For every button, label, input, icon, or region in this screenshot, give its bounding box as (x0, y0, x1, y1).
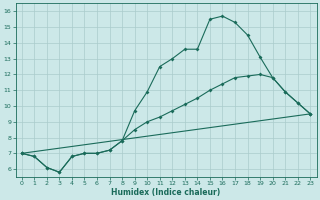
X-axis label: Humidex (Indice chaleur): Humidex (Indice chaleur) (111, 188, 221, 197)
